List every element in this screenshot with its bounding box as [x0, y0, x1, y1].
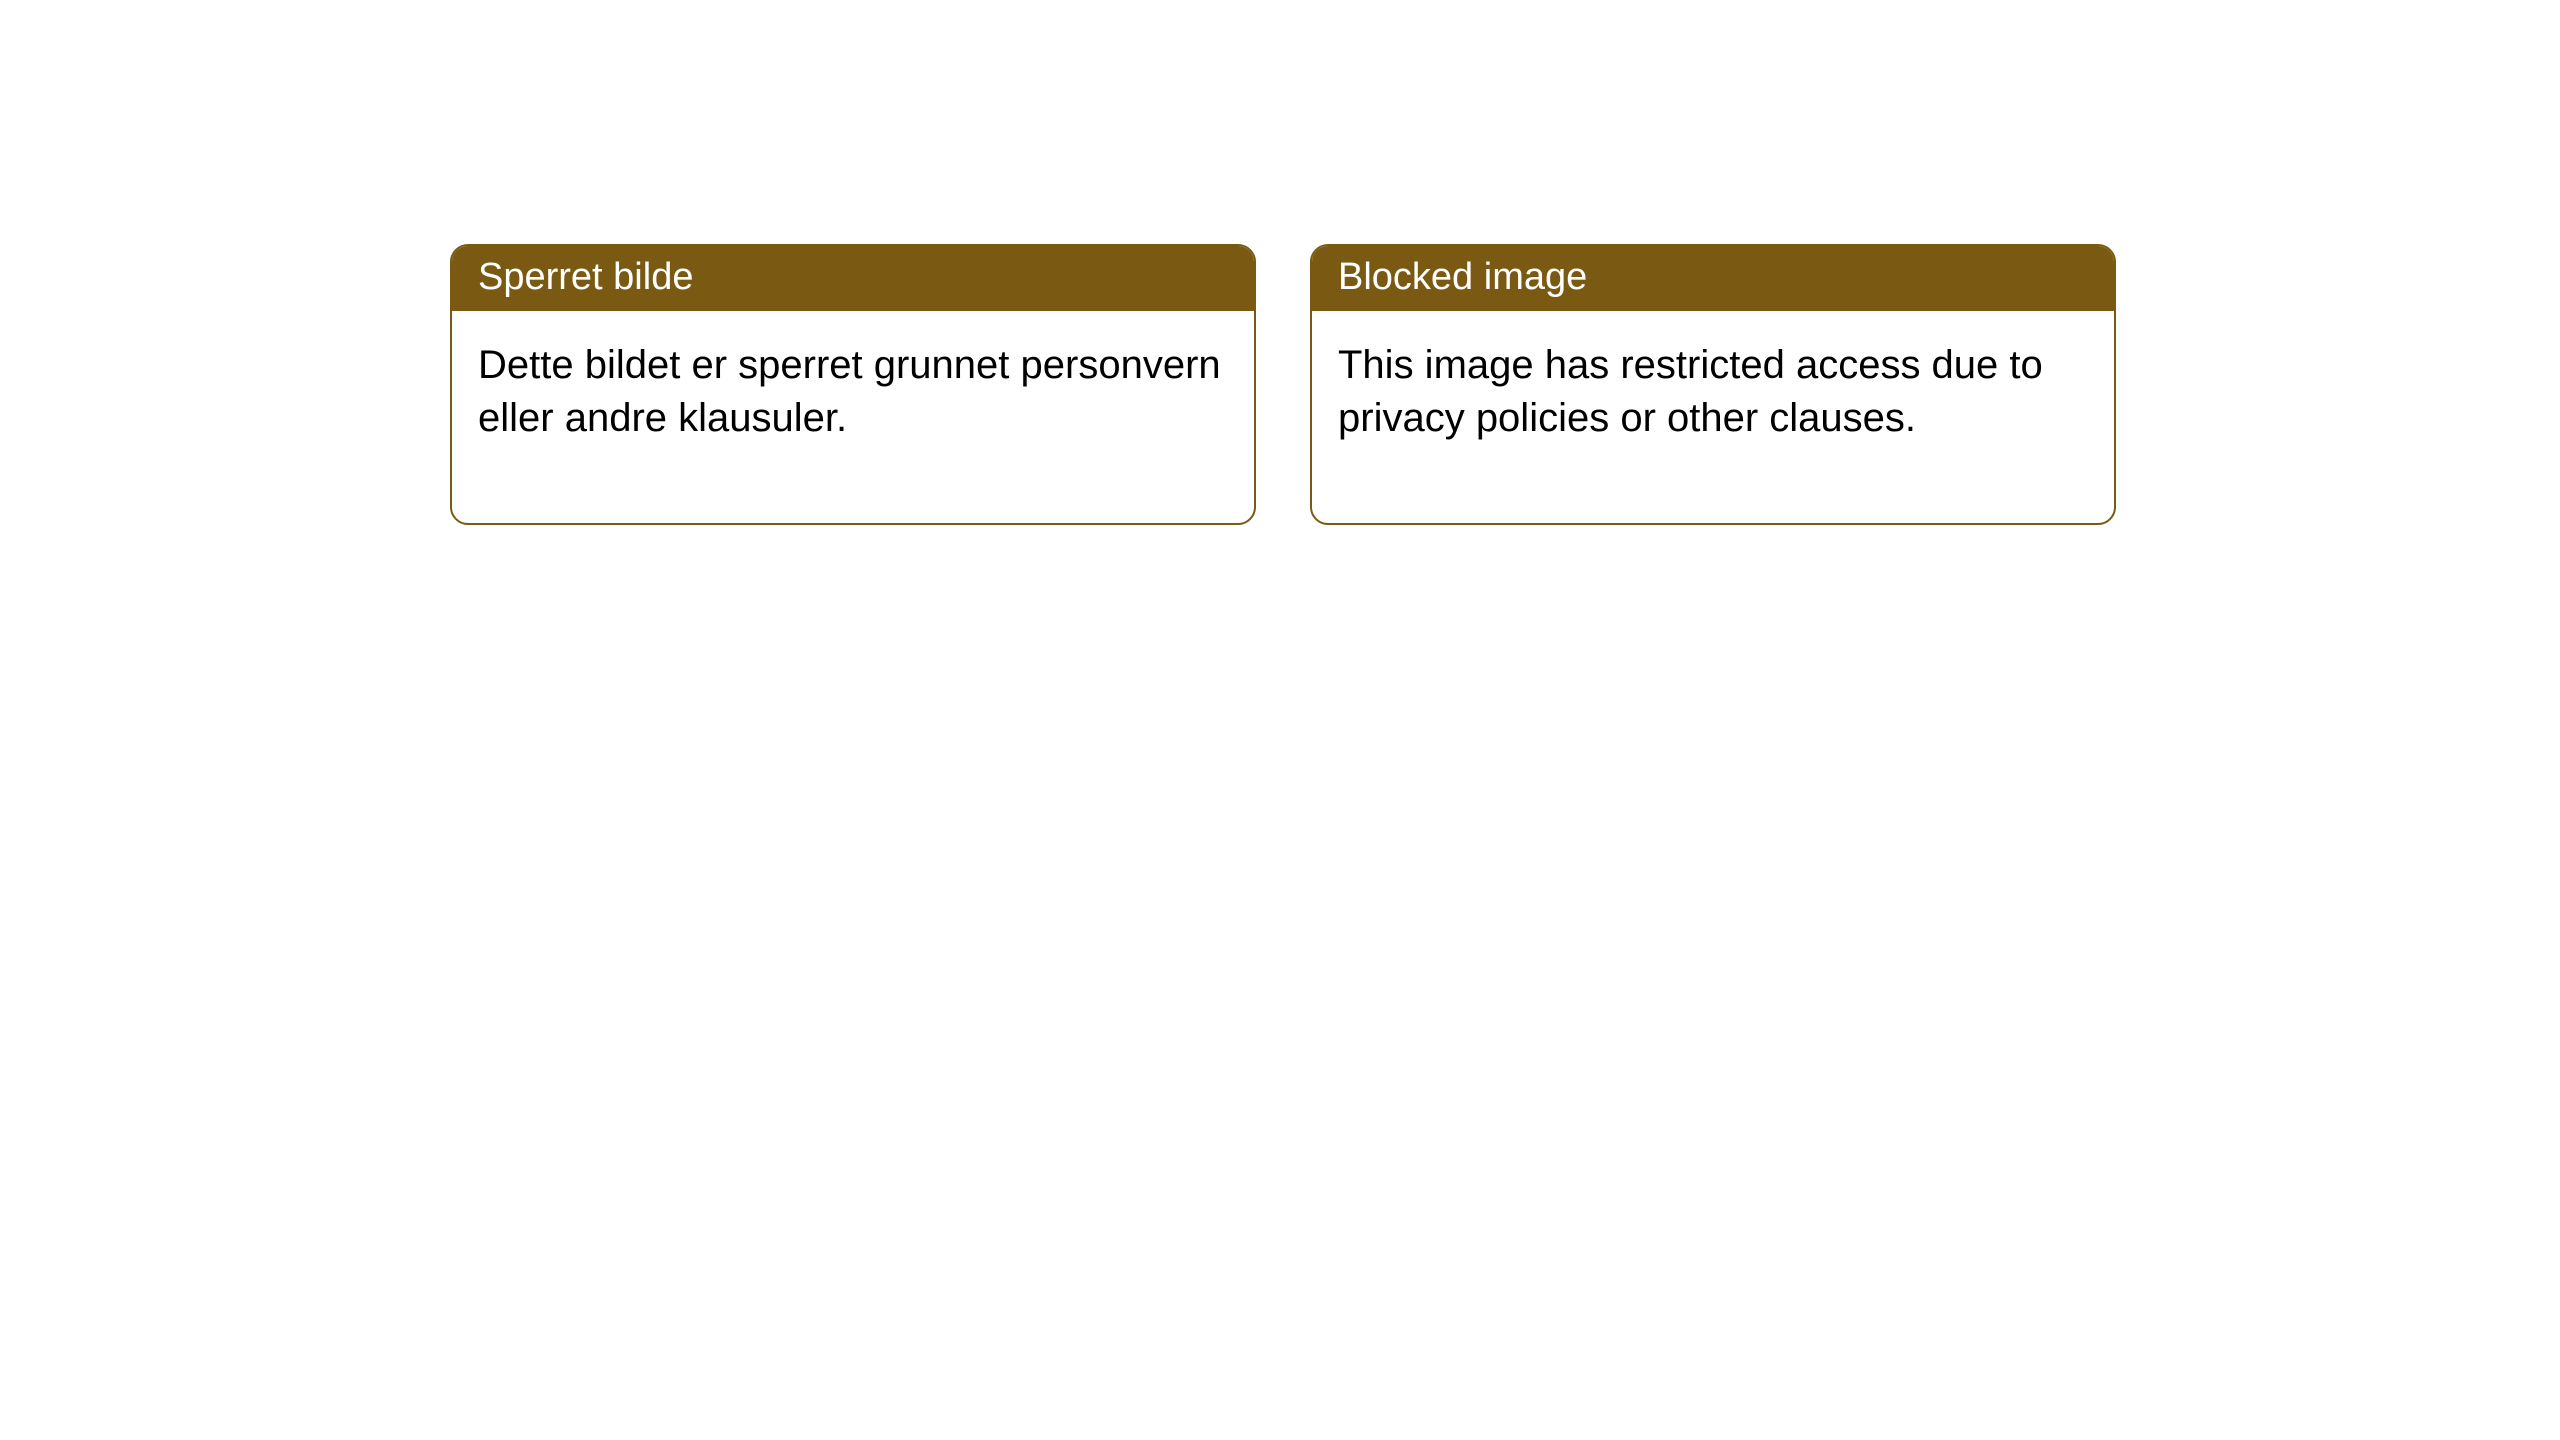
blocked-image-card-en: Blocked image This image has restricted … [1310, 244, 2116, 525]
card-body: Dette bildet er sperret grunnet personve… [452, 311, 1254, 523]
cards-container: Sperret bilde Dette bildet er sperret gr… [0, 0, 2560, 525]
card-header: Blocked image [1312, 246, 2114, 311]
card-body: This image has restricted access due to … [1312, 311, 2114, 523]
card-header: Sperret bilde [452, 246, 1254, 311]
blocked-image-card-no: Sperret bilde Dette bildet er sperret gr… [450, 244, 1256, 525]
